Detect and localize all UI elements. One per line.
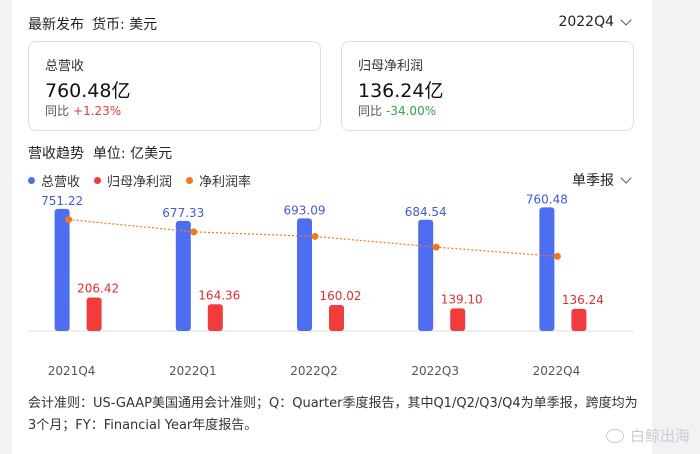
legend-item-revenue[interactable]: 总营收 [28,171,80,190]
chevron-down-icon [620,172,632,184]
legend-label: 归母净利润 [107,175,173,190]
kpi-card-net-profit[interactable]: 归母净利润 136.24亿 同比 -34.00% [341,41,634,131]
bar-revenue [418,219,434,331]
data-label-revenue: 677.33 [162,206,204,220]
legend-item-profit[interactable]: 归母净利润 [94,171,172,190]
bar-net-profit [571,308,587,331]
x-tick-label: 2022Q1 [169,364,217,378]
legend-label: 总营收 [41,175,81,190]
trend-title: 营收趋势 [28,146,84,162]
kpi-change: +1.23% [73,104,122,118]
kpi-title: 归母净利润 [358,59,424,74]
frequency-value: 单季报 [572,173,614,189]
x-tick-label: 2022Q3 [411,364,459,378]
legend-dot [28,177,35,184]
footnote: 会计准则：US-GAAP美国通用会计准则；Q：Quarter季度报告，其中Q1/… [28,396,638,433]
period-value: 2022Q4 [558,14,614,30]
frequency-selector[interactable]: 单季报 [572,170,632,190]
kpi-compare-label: 同比 [358,104,383,118]
data-label-net-profit: 164.36 [198,288,240,302]
point-net-margin [190,228,198,236]
data-label-net-profit: 136.24 [562,293,604,307]
trend-header: 营收趋势 单位: 亿美元 [28,143,172,163]
currency-label: 货币: 美元 [92,17,158,33]
latest-release-header: 最新发布 货币: 美元 [28,14,157,34]
data-label-revenue: 751.22 [41,194,83,208]
legend-dot [94,177,102,184]
watermark: 白鲸出海 [605,425,690,446]
kpi-title: 总营收 [45,59,85,74]
bar-net-profit [207,304,223,331]
data-label-revenue: 693.09 [284,203,326,217]
earnings-card: 最新发布 货币: 美元 2022Q4 总营收 760.48亿 同比 +1.23% 归… [12,0,652,454]
data-label-net-profit: 160.02 [320,289,362,303]
bar-revenue [539,207,555,331]
kpi-change: -34.00% [386,104,437,118]
data-label-net-profit: 139.10 [441,292,483,306]
x-tick-label: 2022Q2 [290,364,338,378]
bar-net-profit [329,304,344,331]
chevron-down-icon [620,14,632,26]
point-net-margin [311,232,319,240]
revenue-trend-chart: 751.22 206.42 2021Q4 677.33 164.36 2022Q1 693.… [28,192,634,378]
point-net-margin [553,252,561,260]
latest-release-title: 最新发布 [28,17,84,33]
kpi-compare: 同比 -34.00% [358,102,436,119]
period-selector[interactable]: 2022Q4 [558,14,632,30]
x-tick-label: 2021Q4 [48,364,96,378]
kpi-card-revenue[interactable]: 总营收 760.48亿 同比 +1.23% [28,41,321,131]
kpi-value: 136.24亿 [358,80,444,102]
weibo-icon [605,428,624,443]
data-label-revenue: 684.54 [405,205,447,219]
watermark-text: 白鲸出海 [629,427,690,445]
bar-revenue [54,208,70,331]
legend-label: 净利润率 [199,175,252,190]
bar-net-profit [86,297,102,331]
trend-unit: 单位: 亿美元 [92,146,173,162]
kpi-compare: 同比 +1.23% [45,102,121,119]
bar-net-profit [450,308,466,331]
line-net-margin [68,218,558,257]
legend-dot [186,177,194,184]
bar-revenue [297,218,312,331]
point-net-margin [65,216,73,224]
chart-legend: 总营收 归母净利润 净利润率 [28,171,251,190]
legend-item-margin[interactable]: 净利润率 [186,171,251,190]
point-net-margin [432,243,440,251]
x-tick-label: 2022Q4 [533,364,581,378]
data-label-revenue: 760.48 [526,192,568,206]
kpi-value: 760.48亿 [45,80,131,102]
kpi-compare-label: 同比 [45,104,70,118]
bar-revenue [175,220,191,331]
data-label-net-profit: 206.42 [77,281,119,295]
